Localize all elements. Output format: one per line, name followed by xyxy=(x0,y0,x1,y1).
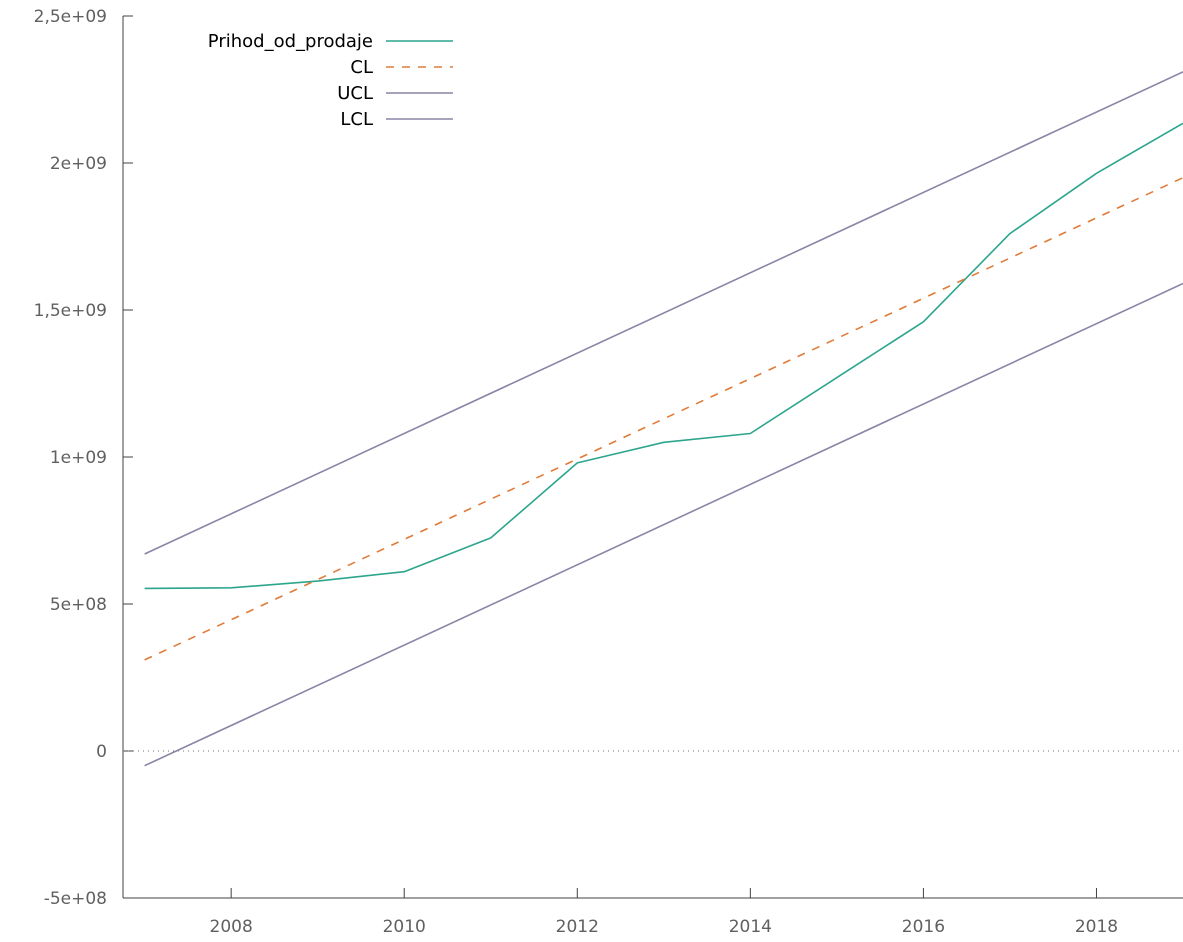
series-line-ucl xyxy=(144,71,1183,555)
series-line-lcl xyxy=(144,282,1183,767)
x-tick-label: 2014 xyxy=(729,917,772,937)
x-tick-label: 2010 xyxy=(383,917,426,937)
y-tick-label: 0 xyxy=(96,742,107,762)
x-tick-label: 2008 xyxy=(210,917,253,937)
x-tick-label: 2018 xyxy=(1075,917,1118,937)
y-tick-label: 2,5e+09 xyxy=(34,7,107,27)
legend-label: LCL xyxy=(340,109,373,130)
y-tick-label: -5e+08 xyxy=(44,889,107,909)
series-layer xyxy=(144,71,1183,767)
series-line-prihod-od-prodaje xyxy=(144,122,1183,590)
legend: Prihod_od_prodaje CL UCL LCL xyxy=(208,31,453,130)
legend-label: Prihod_od_prodaje xyxy=(208,31,373,52)
y-tick-label: 1,5e+09 xyxy=(34,301,107,321)
y-tick-label: 5e+08 xyxy=(50,595,107,615)
series-line-cl xyxy=(144,176,1183,661)
x-tick-label: 2016 xyxy=(902,917,945,937)
legend-label: UCL xyxy=(337,83,373,104)
y-tick-label: 1e+09 xyxy=(50,448,107,468)
legend-label: CL xyxy=(350,57,373,78)
y-tick-label: 2e+09 xyxy=(50,154,107,174)
x-tick-label: 2012 xyxy=(556,917,599,937)
axes: -5e+08 0 5e+08 1e+09 1,5e+09 2e+09 2,5e+09 2008… xyxy=(34,7,1183,937)
